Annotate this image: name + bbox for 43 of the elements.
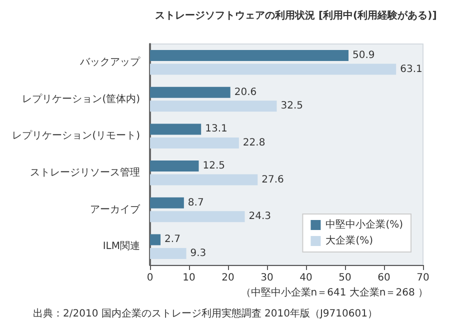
data-label: 22.8	[242, 137, 266, 148]
legend-label: 大企業(%)	[326, 234, 374, 246]
y-tick-label: バックアップ	[79, 56, 141, 68]
x-tick-label: 0	[146, 272, 154, 284]
y-tick-label: ストレージリソース管理	[30, 167, 140, 178]
data-label: 24.3	[248, 211, 272, 222]
data-label: 20.6	[234, 86, 257, 98]
y-tick-label: ILM関連	[102, 240, 140, 252]
bar	[150, 174, 258, 186]
x-tick-label: 30	[260, 272, 274, 284]
bar	[150, 248, 186, 259]
bar	[150, 86, 230, 98]
x-tick-label: 60	[378, 272, 390, 284]
bar	[150, 64, 396, 75]
data-label: 2.7	[164, 234, 180, 246]
bar	[150, 124, 202, 135]
data-label: 9.3	[190, 248, 206, 259]
source-note: 出典：2/2010 国内企業のストレージ利用実態調査 2010年版（J9710601）	[33, 308, 378, 320]
x-tick-label: 70	[416, 272, 430, 284]
y-tick-label: レプリケーション(リモート)	[12, 130, 140, 142]
x-tick-label: 10	[182, 272, 196, 284]
legend-label: 中堅中小企業(%)	[326, 218, 404, 230]
data-label: 13.1	[205, 124, 228, 135]
bar	[150, 137, 239, 148]
data-label: 8.7	[188, 197, 204, 208]
x-tick-label: 20	[222, 272, 234, 284]
data-label: 63.1	[400, 64, 422, 75]
bar	[150, 211, 245, 222]
y-tick-label: レプリケーション(筐体内)	[22, 92, 140, 105]
bar	[150, 100, 277, 112]
data-label: 12.5	[202, 160, 226, 172]
bar	[150, 160, 199, 172]
text: （中堅中小企業n＝641 大企業n＝268 ）	[240, 286, 428, 298]
y-tick-label: アーカイブ	[90, 203, 141, 216]
bar	[150, 50, 349, 62]
data-label: 32.5	[280, 100, 304, 112]
data-label: 50.9	[352, 50, 375, 62]
chart-title: ストレージソフトウェアの利用状況 [利用中(利用経験がある)]	[155, 10, 437, 22]
bar	[150, 234, 161, 246]
x-tick-label: 50	[338, 272, 352, 284]
x-tick-label: 40	[300, 272, 312, 284]
data-label: 27.6	[262, 174, 284, 186]
bar	[150, 197, 184, 208]
